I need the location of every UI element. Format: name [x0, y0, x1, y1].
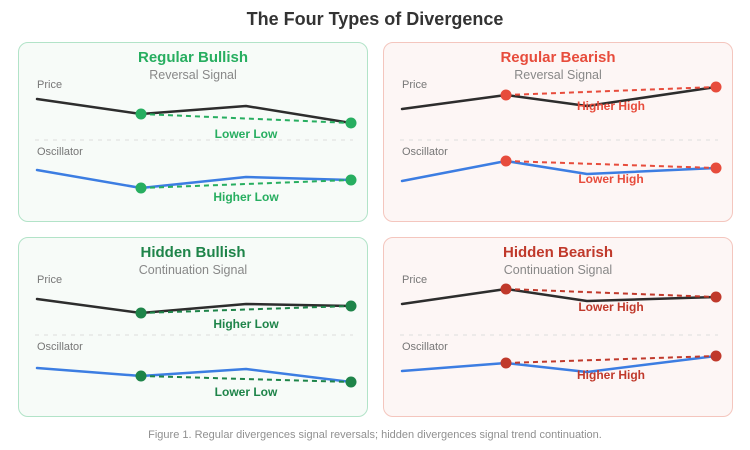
- price-label: Price: [402, 79, 428, 91]
- divergence-chart: Higher Low Lower Low: [35, 297, 357, 399]
- price-trend-label: Lower High: [578, 300, 643, 314]
- price-label: Price: [37, 79, 63, 91]
- price-label: Price: [402, 274, 428, 286]
- oscillator-pivot-dot: [500, 155, 512, 167]
- divergence-chart: Lower Low Higher Low: [35, 97, 357, 204]
- oscillator-trendline: [140, 375, 352, 383]
- page-title: The Four Types of Divergence: [246, 9, 504, 29]
- price-pivot-dot: [135, 307, 147, 319]
- oscillator-line: [400, 159, 718, 183]
- price-trendline: [140, 113, 352, 124]
- price-line: [35, 297, 353, 315]
- oscillator-trend-label: Higher High: [577, 368, 645, 382]
- divergence-chart: Higher High Lower High: [400, 81, 722, 186]
- oscillator-trendline: [505, 355, 717, 364]
- price-trend-label: Higher High: [577, 99, 645, 113]
- panel-title: Regular Bearish: [500, 49, 616, 66]
- oscillator-trendline: [505, 160, 717, 169]
- price-label: Price: [37, 274, 63, 286]
- divergence-chart: Lower High Higher High: [400, 283, 722, 382]
- oscillator-trend-label: Higher Low: [213, 190, 279, 204]
- oscillator-pivot-dot: [135, 182, 147, 194]
- price-line: [400, 85, 718, 111]
- oscillator-pivot-dot: [345, 376, 357, 388]
- panel-title: Hidden Bearish: [502, 244, 614, 261]
- price-pivot-dot: [710, 81, 722, 93]
- oscillator-pivot-dot: [710, 162, 722, 174]
- price-trendline: [140, 305, 352, 314]
- panel-title: Regular Bullish: [137, 49, 249, 66]
- oscillator-trend-label: Lower High: [578, 172, 643, 186]
- price-trend-label: Higher Low: [213, 317, 279, 331]
- oscillator-line: [35, 366, 353, 384]
- oscillator-line: [400, 354, 718, 374]
- price-trend-label: Lower Low: [215, 127, 278, 141]
- panel-title: Hidden Bullish: [140, 244, 246, 261]
- oscillator-pivot-dot: [135, 370, 147, 382]
- oscillator-line: [35, 168, 353, 190]
- panel-subtitle: Reversal Signal: [149, 68, 237, 82]
- panel-hidden-bullish: Hidden Bullish Continuation Signal Price…: [18, 237, 368, 417]
- panel-subtitle: Continuation Signal: [503, 263, 613, 277]
- panel-subtitle: Continuation Signal: [138, 263, 248, 277]
- oscillator-pivot-dot: [500, 357, 512, 369]
- oscillator-trend-label: Lower Low: [215, 385, 278, 399]
- price-trendline: [505, 86, 717, 96]
- price-pivot-dot: [710, 291, 722, 303]
- oscillator-label: Oscillator: [37, 341, 83, 353]
- oscillator-pivot-dot: [345, 174, 357, 186]
- panel-regular-bearish: Regular Bearish Reversal Signal Price Os…: [383, 42, 733, 222]
- price-pivot-dot: [345, 117, 357, 129]
- oscillator-label: Oscillator: [402, 146, 448, 158]
- price-pivot-dot: [345, 300, 357, 312]
- oscillator-label: Oscillator: [402, 341, 448, 353]
- price-pivot-dot: [135, 108, 147, 120]
- oscillator-trendline: [140, 179, 352, 189]
- price-pivot-dot: [500, 89, 512, 101]
- panel-regular-bullish: Regular Bullish Reversal Signal Price Os…: [18, 42, 368, 222]
- price-pivot-dot: [500, 283, 512, 295]
- price-line: [35, 97, 353, 125]
- panel-hidden-bearish: Hidden Bearish Continuation Signal Price…: [383, 237, 733, 417]
- figure-caption: Figure 1. Regular divergences signal rev…: [148, 429, 602, 441]
- price-line: [400, 287, 718, 306]
- price-trendline: [505, 288, 717, 298]
- oscillator-label: Oscillator: [37, 146, 83, 158]
- panel-subtitle: Reversal Signal: [514, 68, 602, 82]
- oscillator-pivot-dot: [710, 350, 722, 362]
